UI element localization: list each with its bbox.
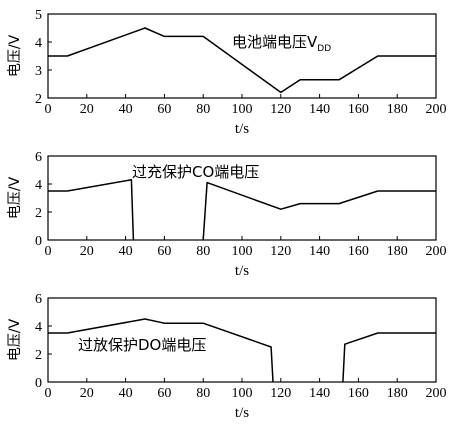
- x-tick-label: 40: [119, 244, 133, 259]
- x-tick-label: 80: [196, 244, 210, 259]
- x-tick-label: 100: [232, 102, 253, 117]
- x-tick-label: 40: [119, 102, 133, 117]
- x-tick-label: 60: [157, 386, 171, 401]
- x-tick-label: 140: [309, 386, 330, 401]
- chart-panel-3: 0 20 40 60 80 100 120 140 160 180 200 0 2 4 6 电压/V t/s 过放…: [7, 292, 447, 421]
- x-tick-label: 40: [119, 386, 133, 401]
- series-line-segment-2: [342, 332, 436, 383]
- y-tick-label: 4: [35, 320, 42, 335]
- y-tick-label: 2: [35, 206, 42, 221]
- series-annotation-text: 电池端电压V: [232, 33, 318, 51]
- series-annotation-text: 过充保护CO端电压: [132, 163, 259, 181]
- x-tick-label: 60: [157, 244, 171, 259]
- x-tick-label: 120: [270, 102, 291, 117]
- chart-panel-1: 0 20 40 60 80 100 120 140 160 180 200 2 3 4 5 电压/V t/s 电池…: [7, 8, 447, 137]
- y-axis-label: 电压/V: [7, 176, 23, 219]
- y-axis-label: 电压/V: [7, 34, 23, 77]
- series-line-segment-1: [48, 179, 135, 241]
- x-tick-label: 200: [426, 102, 447, 117]
- x-tick-label: 160: [348, 244, 369, 259]
- chart-panel-2: 0 20 40 60 80 100 120 140 160 180 200 0 2 4 6 电压/V t/s 过充…: [7, 150, 447, 279]
- y-tick-label: 4: [35, 36, 42, 51]
- y-tick-label: 3: [35, 64, 42, 79]
- y-tick-label: 4: [35, 178, 42, 193]
- x-tick-label: 120: [270, 244, 291, 259]
- x-tick-label: 200: [426, 244, 447, 259]
- series-line-segment-1: [48, 318, 274, 383]
- x-tick-label: 60: [157, 102, 171, 117]
- x-tick-label: 0: [45, 386, 52, 401]
- series-line-segment-1: [48, 27, 436, 94]
- series-annotation-text: 过放保护DO端电压: [78, 336, 206, 354]
- x-tick-label: 80: [196, 102, 210, 117]
- x-axis-label: t/s: [235, 405, 249, 421]
- x-tick-label: 180: [387, 244, 408, 259]
- x-axis-label: t/s: [235, 121, 249, 137]
- x-tick-label: 100: [232, 244, 253, 259]
- series-line-segment-2: [202, 181, 436, 241]
- x-tick-label: 20: [80, 386, 94, 401]
- series-annotation-subscript: DD: [317, 44, 331, 54]
- x-tick-label: 160: [348, 386, 369, 401]
- x-tick-label: 0: [45, 102, 52, 117]
- x-tick-label: 160: [348, 102, 369, 117]
- y-tick-label: 5: [35, 8, 42, 23]
- x-tick-label: 20: [80, 244, 94, 259]
- x-tick-label: 180: [387, 386, 408, 401]
- y-tick-label: 2: [35, 92, 42, 107]
- y-tick-label: 6: [35, 150, 42, 165]
- x-tick-label: 80: [196, 386, 210, 401]
- x-tick-label: 20: [80, 102, 94, 117]
- y-tick-label: 0: [35, 376, 42, 391]
- y-axis-label: 电压/V: [7, 318, 23, 361]
- x-axis-label: t/s: [235, 263, 249, 279]
- x-tick-label: 200: [426, 386, 447, 401]
- x-tick-label: 140: [309, 102, 330, 117]
- series-annotation: 过放保护DO端电压: [78, 336, 206, 354]
- y-tick-label: 2: [35, 348, 42, 363]
- x-tick-label: 180: [387, 102, 408, 117]
- series-annotation: 电池端电压VDD: [232, 33, 331, 54]
- x-tick-label: 120: [270, 386, 291, 401]
- x-tick-label: 0: [45, 244, 52, 259]
- series-annotation: 过充保护CO端电压: [132, 163, 259, 181]
- y-tick-label: 0: [35, 234, 42, 249]
- x-tick-label: 100: [232, 386, 253, 401]
- y-tick-label: 6: [35, 292, 42, 307]
- x-tick-label: 140: [309, 244, 330, 259]
